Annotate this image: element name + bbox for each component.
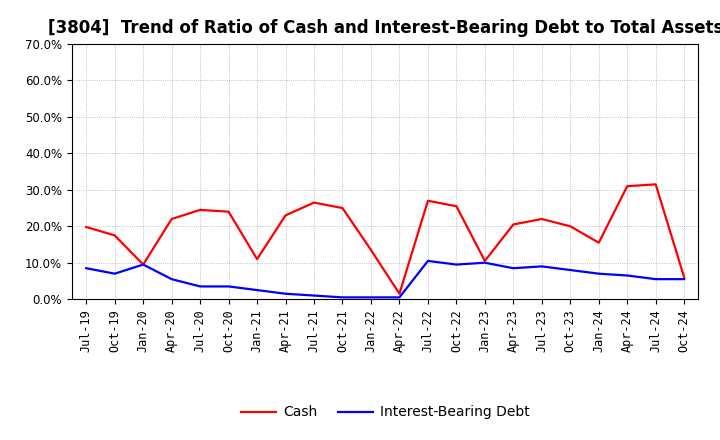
Interest-Bearing Debt xyxy=(395,295,404,300)
Cash xyxy=(595,240,603,246)
Interest-Bearing Debt xyxy=(167,276,176,282)
Interest-Bearing Debt xyxy=(423,258,432,264)
Cash xyxy=(139,262,148,267)
Cash xyxy=(623,183,631,189)
Interest-Bearing Debt xyxy=(480,260,489,265)
Cash xyxy=(225,209,233,214)
Title: [3804]  Trend of Ratio of Cash and Interest-Bearing Debt to Total Assets: [3804] Trend of Ratio of Cash and Intere… xyxy=(48,19,720,37)
Cash xyxy=(253,257,261,262)
Cash xyxy=(509,222,518,227)
Interest-Bearing Debt xyxy=(139,262,148,267)
Legend: Cash, Interest-Bearing Debt: Cash, Interest-Bearing Debt xyxy=(235,400,535,425)
Cash xyxy=(395,291,404,297)
Interest-Bearing Debt xyxy=(310,293,318,298)
Interest-Bearing Debt xyxy=(225,284,233,289)
Cash xyxy=(680,275,688,280)
Interest-Bearing Debt xyxy=(282,291,290,297)
Cash xyxy=(537,216,546,222)
Cash xyxy=(167,216,176,222)
Cash xyxy=(196,207,204,213)
Cash xyxy=(423,198,432,203)
Interest-Bearing Debt xyxy=(338,295,347,300)
Cash xyxy=(338,205,347,211)
Cash xyxy=(110,233,119,238)
Interest-Bearing Debt xyxy=(452,262,461,267)
Cash xyxy=(652,182,660,187)
Line: Cash: Cash xyxy=(86,184,684,294)
Interest-Bearing Debt xyxy=(509,266,518,271)
Interest-Bearing Debt xyxy=(196,284,204,289)
Cash xyxy=(566,224,575,229)
Line: Interest-Bearing Debt: Interest-Bearing Debt xyxy=(86,261,684,297)
Interest-Bearing Debt xyxy=(366,295,375,300)
Cash xyxy=(366,247,375,253)
Interest-Bearing Debt xyxy=(652,276,660,282)
Interest-Bearing Debt xyxy=(253,287,261,293)
Interest-Bearing Debt xyxy=(680,276,688,282)
Cash xyxy=(310,200,318,205)
Interest-Bearing Debt xyxy=(110,271,119,276)
Cash xyxy=(452,204,461,209)
Interest-Bearing Debt xyxy=(623,273,631,278)
Interest-Bearing Debt xyxy=(566,268,575,273)
Cash xyxy=(282,213,290,218)
Cash xyxy=(480,258,489,264)
Interest-Bearing Debt xyxy=(537,264,546,269)
Interest-Bearing Debt xyxy=(595,271,603,276)
Cash xyxy=(82,224,91,230)
Interest-Bearing Debt xyxy=(82,266,91,271)
